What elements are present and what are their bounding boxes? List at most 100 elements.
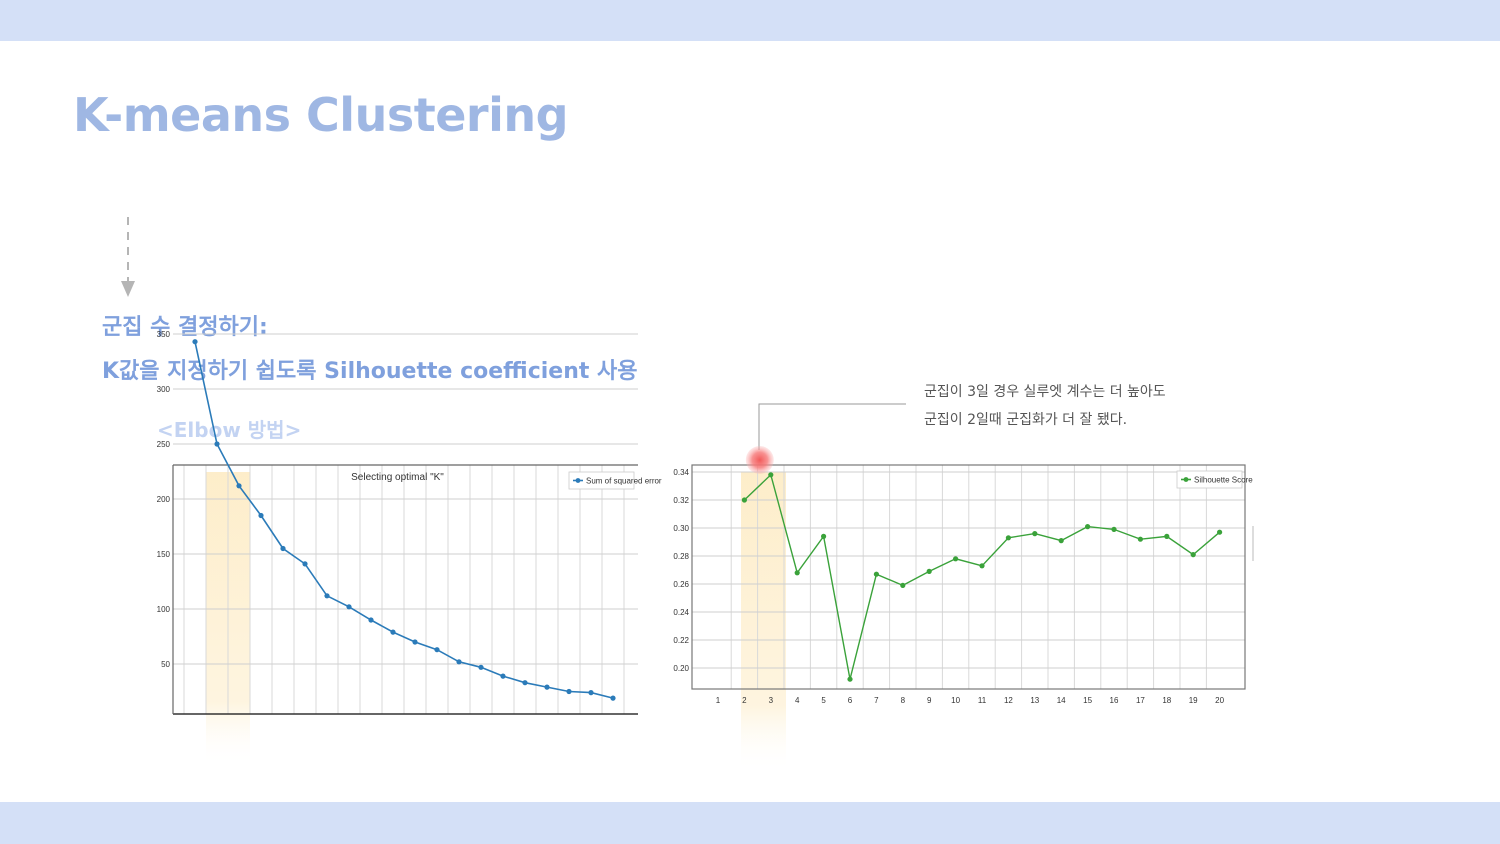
series-line-sse: [194, 341, 614, 699]
legend-box: [568, 471, 635, 490]
legend-label: Sum of squared error: [586, 477, 662, 486]
heading-cluster-count: 군집 수 결정하기:: [102, 315, 268, 340]
x-tick-label: 15: [1083, 696, 1092, 705]
data-point: [324, 593, 330, 599]
annotation-line-1: 군집이 3일 경우 실루엣 계수는 더 높아도: [924, 384, 1166, 400]
x-tick-label: 8: [901, 696, 906, 705]
legend-label: Silhouette Score: [1194, 476, 1253, 485]
chart-title: Selecting optimal "K": [351, 472, 444, 483]
y-tick-label: 100: [157, 605, 171, 614]
data-point: [258, 512, 264, 519]
data-point: [794, 570, 800, 576]
y-tick-label: 300: [157, 385, 171, 394]
y-tick-label: 0.26: [673, 580, 689, 589]
y-tick-label: 0.32: [673, 496, 689, 505]
x-tick-label: 7: [874, 696, 879, 705]
data-point: [1085, 524, 1091, 530]
y-tick-label: 200: [157, 495, 171, 504]
data-point: [434, 647, 440, 653]
data-point: [1190, 552, 1196, 558]
y-tick-label: 0.22: [673, 636, 689, 645]
x-tick-label: 4: [795, 696, 800, 705]
data-point: [566, 688, 572, 695]
data-point: [847, 676, 853, 682]
y-tick-label: 0.24: [673, 608, 689, 617]
data-point: [1032, 531, 1038, 537]
data-point: [456, 659, 462, 665]
y-tick-label: 350: [157, 330, 171, 339]
y-tick-label: 0.20: [673, 664, 689, 673]
data-point: [900, 582, 906, 589]
marker-dot: [745, 446, 774, 474]
x-tick-label: 14: [1057, 696, 1066, 705]
data-point: [500, 673, 506, 679]
x-tick-label: 16: [1110, 696, 1119, 705]
x-tick-label: 17: [1136, 696, 1145, 705]
data-point: [588, 690, 594, 696]
data-point: [346, 604, 352, 610]
data-point: [192, 339, 198, 345]
x-tick-label: 18: [1162, 696, 1171, 705]
annotation: 군집이 3일 경우 실루엣 계수는 더 높아도 군집이 2일때 군집화가 더 잘…: [924, 378, 1166, 434]
x-tick-label: 19: [1189, 696, 1198, 705]
x-tick-label: 10: [951, 696, 960, 705]
data-point: [214, 441, 220, 447]
data-point: [1137, 536, 1143, 542]
data-point: [280, 545, 286, 552]
elbow-chart: 50 100 150 200 250 300 350 Selecting optimal "K…: [157, 330, 662, 767]
down-arrow-icon: [121, 217, 135, 297]
data-point: [236, 483, 242, 489]
data-point: [390, 629, 396, 635]
data-point: [412, 639, 418, 645]
annotation-line-2: 군집이 2일때 군집화가 더 잘 됐다.: [924, 412, 1128, 428]
data-point: [926, 568, 932, 575]
data-point: [953, 556, 959, 562]
data-point: [368, 617, 374, 623]
data-point: [1164, 533, 1170, 540]
x-tick-label: 3: [769, 696, 774, 705]
callout-line: [758, 403, 906, 450]
legend-swatch-marker: [575, 478, 581, 483]
data-point: [979, 563, 985, 569]
data-point: [522, 680, 528, 686]
y-tick-label: 0.30: [673, 524, 689, 533]
y-tick-label: 0.28: [673, 552, 689, 561]
x-tick-label: 2: [742, 696, 747, 705]
data-point: [1217, 529, 1223, 535]
x-tick-label: 12: [1004, 696, 1013, 705]
legend-swatch-marker: [1183, 477, 1189, 482]
data-point: [610, 695, 616, 701]
silhouette-chart: 1 2 3 4 5 6 7 8 9 10 11 12 13 14 15 16 17 18 19 200.200.220…: [673, 464, 1254, 772]
elbow-method-label: <Elbow 방법>: [157, 418, 302, 442]
legend-box: [1176, 470, 1243, 489]
data-point: [1005, 535, 1012, 541]
x-tick-label: 6: [848, 696, 853, 705]
x-tick-label: 1: [716, 696, 721, 705]
y-tick-label: 150: [157, 550, 171, 559]
slide-title: K-means Clustering: [73, 88, 569, 142]
data-point: [873, 571, 880, 577]
y-tick-label: 0.34: [673, 468, 689, 477]
data-point: [768, 472, 774, 478]
heading-silhouette: K값을 지정하기 쉽도록 Silhouette coefficient 사용: [102, 359, 638, 384]
x-tick-label: 9: [927, 696, 932, 705]
x-tick-label: 20: [1215, 696, 1224, 705]
data-point: [1058, 538, 1064, 544]
callout: [745, 403, 906, 474]
y-tick-label: 50: [161, 660, 170, 669]
data-point: [821, 533, 827, 540]
y-tick-label: 250: [157, 440, 171, 449]
data-point: [302, 561, 308, 567]
x-tick-label: 5: [821, 696, 826, 705]
data-point: [478, 664, 484, 670]
x-tick-label: 11: [978, 696, 987, 705]
top-band: [0, 0, 1500, 41]
x-tick-label: 13: [1030, 696, 1039, 705]
data-point: [1111, 526, 1117, 533]
plot-frame: [691, 464, 1246, 690]
bottom-band: [0, 802, 1500, 844]
data-point: [741, 497, 748, 503]
data-point: [544, 684, 550, 690]
highlight-band: [741, 472, 786, 772]
